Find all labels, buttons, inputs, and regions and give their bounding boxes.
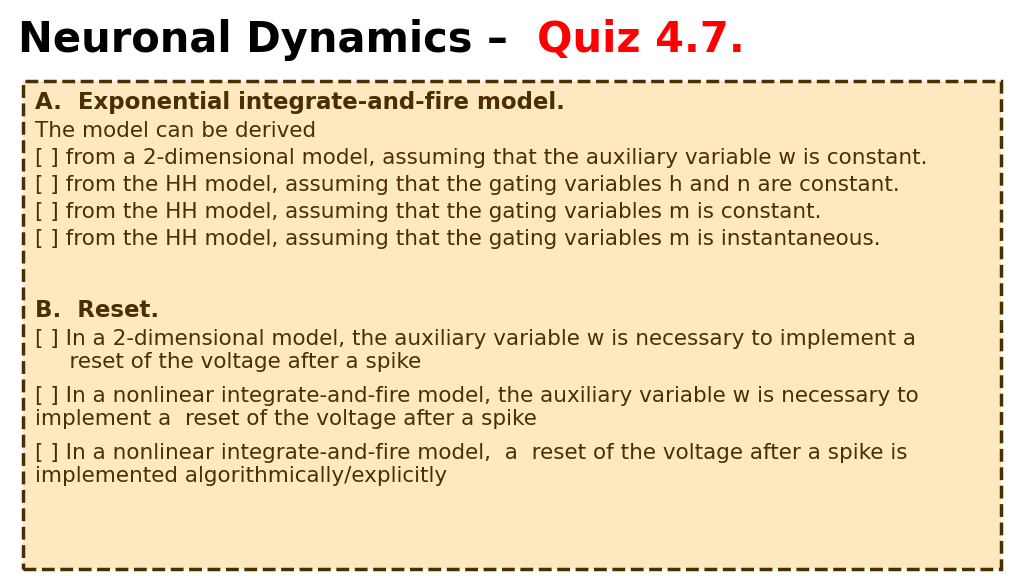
Text: A.  Exponential integrate-and-fire model.: A. Exponential integrate-and-fire model. — [35, 90, 564, 113]
Text: [ ] In a nonlinear integrate-and-fire model, the auxiliary variable w is necessa: [ ] In a nonlinear integrate-and-fire mo… — [35, 385, 919, 429]
Text: [ ] In a 2-dimensional model, the auxiliary variable w is necessary to implement: [ ] In a 2-dimensional model, the auxili… — [35, 329, 915, 372]
Text: Quiz 4.7.: Quiz 4.7. — [537, 20, 744, 61]
Text: [ ] from the HH model, assuming that the gating variables m is constant.: [ ] from the HH model, assuming that the… — [35, 202, 821, 222]
Text: [ ] from the HH model, assuming that the gating variables m is instantaneous.: [ ] from the HH model, assuming that the… — [35, 229, 881, 249]
Text: [ ] from a 2-dimensional model, assuming that the auxiliary variable w is consta: [ ] from a 2-dimensional model, assuming… — [35, 147, 927, 168]
Text: Neuronal Dynamics –: Neuronal Dynamics – — [18, 20, 537, 61]
Text: The model can be derived: The model can be derived — [35, 120, 315, 141]
Bar — [0, 0, 1024, 81]
Text: [ ] from the HH model, assuming that the gating variables h and n are constant.: [ ] from the HH model, assuming that the… — [35, 175, 899, 195]
Bar — [23, 81, 1001, 569]
Text: [ ] In a nonlinear integrate-and-fire model,  a  reset of the voltage after a sp: [ ] In a nonlinear integrate-and-fire mo… — [35, 442, 907, 486]
Text: B.  Reset.: B. Reset. — [35, 299, 159, 321]
Bar — [23, 81, 1001, 569]
